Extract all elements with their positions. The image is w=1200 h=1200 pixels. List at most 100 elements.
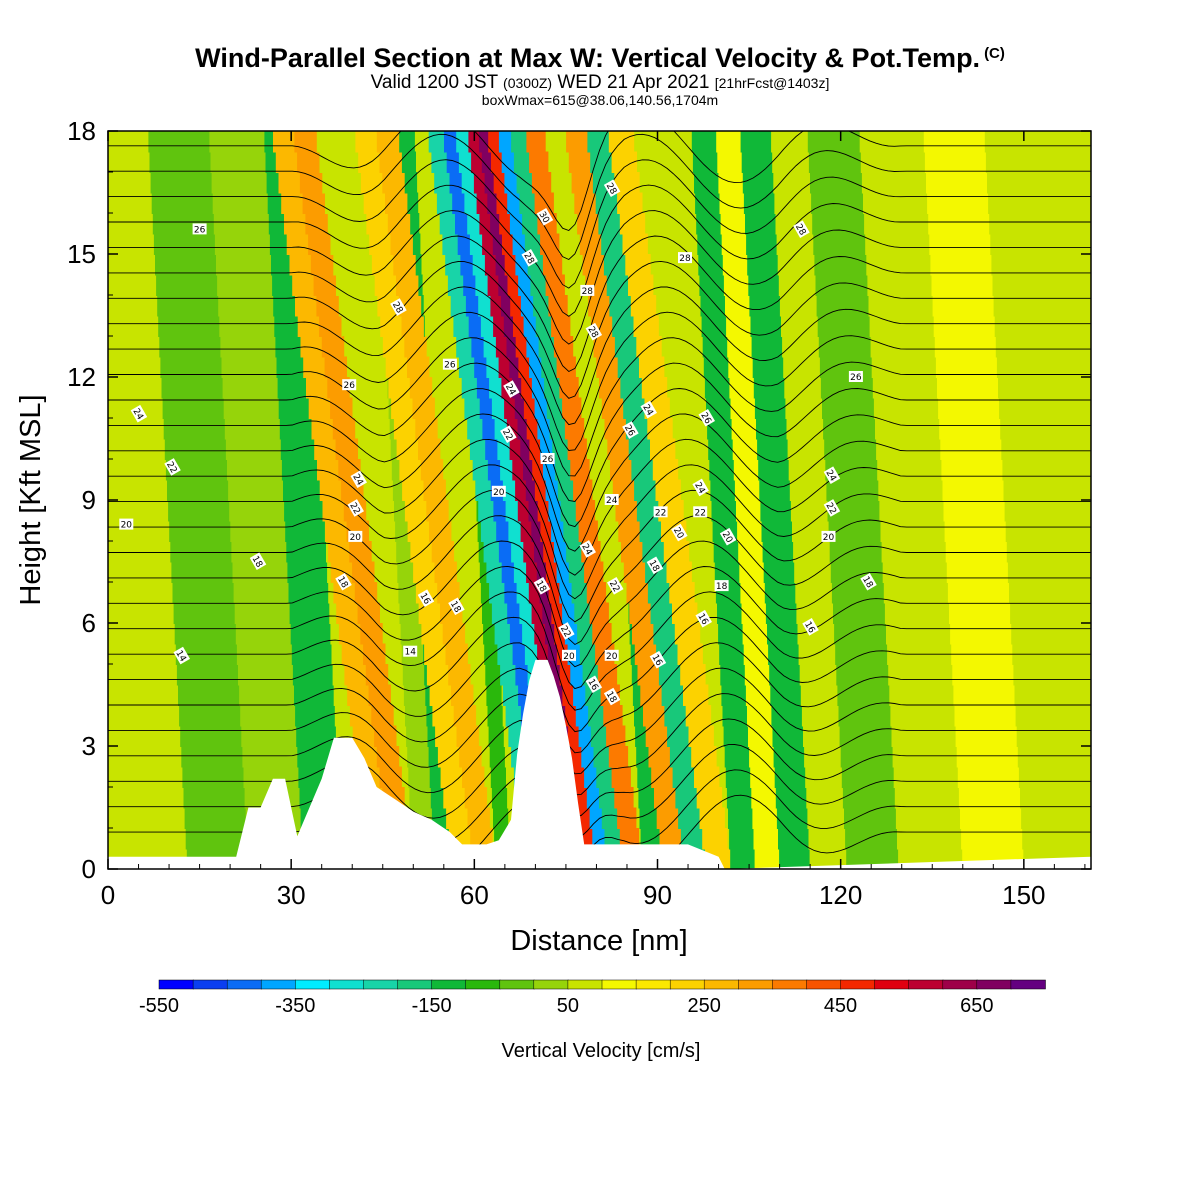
velocity-cell <box>382 336 406 358</box>
velocity-cell <box>778 828 810 850</box>
velocity-cell <box>456 725 479 747</box>
velocity-cell <box>617 807 637 829</box>
velocity-cell <box>180 725 243 747</box>
velocity-cell <box>565 705 577 727</box>
isentrope-label: 26 <box>442 358 457 371</box>
velocity-cell <box>456 131 470 153</box>
velocity-cell <box>418 438 441 460</box>
velocity-cell <box>289 254 312 276</box>
velocity-cell <box>464 192 478 214</box>
velocity-cell <box>924 151 987 173</box>
velocity-cell <box>664 705 687 727</box>
velocity-cell <box>730 397 756 419</box>
velocity-cell <box>284 213 307 235</box>
velocity-cell <box>376 131 400 153</box>
velocity-cell <box>164 438 227 460</box>
velocity-cell <box>393 254 416 276</box>
velocity-cell <box>336 602 359 624</box>
velocity-cell <box>494 623 511 645</box>
velocity-cell <box>743 643 770 665</box>
velocity-cell <box>511 541 525 563</box>
isentrope-label-bg <box>603 687 621 706</box>
velocity-cell <box>581 828 594 850</box>
velocity-cell <box>761 520 793 542</box>
velocity-cell <box>782 336 820 358</box>
velocity-cell <box>529 151 549 173</box>
velocity-cell <box>446 151 460 173</box>
velocity-cell <box>471 151 483 173</box>
velocity-cell <box>379 766 402 788</box>
velocity-cell <box>840 746 894 768</box>
velocity-cell <box>954 705 1017 727</box>
velocity-cell <box>108 315 160 337</box>
isentrope-label-bg <box>860 572 877 591</box>
velocity-cell <box>597 664 618 686</box>
velocity-cell <box>937 377 1000 399</box>
velocity-cell <box>718 623 744 645</box>
velocity-cell <box>437 746 461 768</box>
isentrope-label-text: 18 <box>716 582 728 592</box>
velocity-cell <box>578 520 598 542</box>
velocity-cell <box>814 254 868 276</box>
velocity-cell <box>482 418 496 440</box>
velocity-cell <box>503 315 514 337</box>
velocity-cell <box>321 336 345 358</box>
velocity-cell <box>428 131 445 153</box>
isentrope-label-text: 20 <box>823 533 835 543</box>
velocity-cell <box>235 623 292 645</box>
isentrope-label: 22 <box>500 425 517 443</box>
isentrope-line <box>108 693 1091 796</box>
velocity-cell <box>491 602 509 624</box>
velocity-cell <box>589 807 603 829</box>
velocity-cell <box>842 787 896 809</box>
velocity-cell <box>773 746 806 768</box>
velocity-cell <box>434 561 457 583</box>
velocity-cell <box>429 684 452 706</box>
velocity-cell <box>462 766 485 788</box>
velocity-cell <box>504 254 517 276</box>
colorbar-swatch <box>260 979 297 990</box>
velocity-cell <box>752 807 778 829</box>
velocity-cell <box>473 172 486 194</box>
velocity-cell <box>291 643 333 665</box>
velocity-cell <box>1004 500 1073 522</box>
colorbar-swatch <box>499 979 535 990</box>
velocity-cell <box>108 664 178 686</box>
chart-title-text: Wind-Parallel Section at Max W: Vertical… <box>195 43 981 73</box>
velocity-cell <box>328 541 351 563</box>
velocity-cell <box>297 151 320 173</box>
velocity-cell <box>1017 746 1086 768</box>
velocity-cell <box>892 746 958 768</box>
colorbar-tick-label: -550 <box>139 995 179 1017</box>
velocity-cell <box>169 520 232 542</box>
velocity-cell <box>590 725 608 747</box>
velocity-cell <box>515 336 528 358</box>
velocity-cell <box>509 438 522 460</box>
velocity-cell <box>999 397 1068 419</box>
colorbar-swatch <box>703 979 740 990</box>
isentrope-label: 26 <box>848 371 863 383</box>
velocity-cell <box>482 233 494 255</box>
velocity-cell <box>883 582 949 604</box>
velocity-cell <box>303 356 326 378</box>
velocity-cell <box>619 828 640 850</box>
velocity-cell <box>451 684 474 706</box>
velocity-cell <box>513 561 528 583</box>
velocity-cell <box>639 356 665 378</box>
velocity-cell <box>344 664 367 686</box>
velocity-cell <box>302 192 325 214</box>
velocity-cell <box>418 602 441 624</box>
isentrope-label-bg <box>335 572 352 591</box>
velocity-cell <box>453 315 470 337</box>
velocity-cell <box>486 684 503 706</box>
velocity-cell <box>108 377 163 399</box>
velocity-cell <box>228 479 285 501</box>
velocity-cell <box>1014 684 1083 706</box>
x-tick-label: 120 <box>819 880 862 910</box>
isentrope-label-bg <box>533 577 551 595</box>
velocity-cell <box>881 541 947 563</box>
velocity-cell <box>158 315 221 337</box>
velocity-cell <box>872 377 938 399</box>
velocity-cell <box>893 766 959 788</box>
velocity-cell <box>688 725 714 747</box>
